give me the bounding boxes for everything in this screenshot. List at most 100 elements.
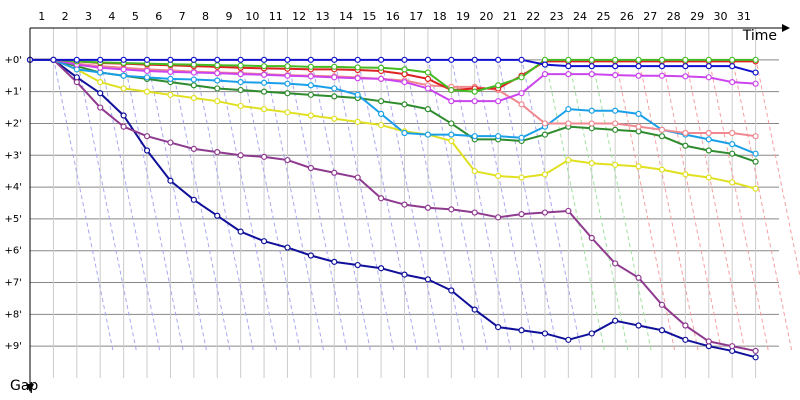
plot bbox=[26, 56, 759, 361]
point bbox=[448, 131, 455, 138]
x-tick-label: 20 bbox=[479, 10, 493, 23]
point bbox=[541, 131, 549, 138]
point bbox=[424, 75, 432, 83]
point bbox=[635, 63, 642, 70]
point bbox=[752, 185, 759, 192]
point bbox=[612, 120, 619, 127]
point bbox=[190, 56, 197, 63]
point bbox=[237, 56, 244, 63]
point bbox=[635, 163, 642, 170]
point bbox=[307, 112, 314, 119]
point bbox=[260, 238, 268, 245]
point bbox=[705, 56, 712, 63]
point bbox=[214, 85, 221, 92]
point bbox=[260, 71, 268, 78]
lap-guide bbox=[286, 57, 348, 354]
point bbox=[214, 98, 221, 105]
point bbox=[143, 133, 151, 140]
point bbox=[682, 129, 689, 137]
point bbox=[752, 56, 759, 63]
point bbox=[729, 63, 736, 70]
point bbox=[260, 153, 268, 160]
point bbox=[495, 323, 502, 331]
point bbox=[331, 115, 338, 122]
point bbox=[682, 73, 689, 80]
point bbox=[284, 72, 291, 79]
point bbox=[167, 75, 174, 83]
point bbox=[495, 82, 502, 89]
point bbox=[120, 112, 127, 119]
point bbox=[73, 56, 80, 63]
point bbox=[307, 73, 314, 80]
y-axis-label: Gap bbox=[10, 378, 38, 394]
point bbox=[120, 56, 127, 63]
point bbox=[518, 211, 525, 218]
point bbox=[424, 131, 432, 138]
series-line bbox=[30, 58, 756, 155]
point bbox=[705, 129, 712, 137]
point bbox=[541, 171, 549, 178]
point bbox=[588, 330, 595, 337]
lap-guide bbox=[755, 57, 800, 279]
point bbox=[705, 338, 712, 345]
lap-guide bbox=[76, 57, 138, 354]
point bbox=[682, 171, 689, 178]
point bbox=[97, 104, 104, 111]
lap-guide bbox=[357, 57, 419, 354]
x-tick-label: 7 bbox=[179, 10, 186, 23]
point bbox=[377, 265, 385, 272]
point bbox=[471, 133, 478, 140]
x-tick-label: 1 bbox=[38, 10, 45, 23]
point bbox=[354, 64, 361, 71]
point bbox=[565, 63, 572, 70]
lap-guides bbox=[52, 57, 800, 354]
point bbox=[635, 110, 642, 118]
point bbox=[143, 74, 151, 81]
point bbox=[518, 327, 525, 334]
point bbox=[729, 179, 736, 186]
x-arrow bbox=[782, 24, 790, 32]
point bbox=[424, 69, 432, 76]
y-tick-label: +8' bbox=[5, 309, 23, 320]
point bbox=[682, 63, 689, 70]
point bbox=[612, 260, 619, 267]
point bbox=[541, 61, 549, 68]
point bbox=[260, 88, 268, 95]
point bbox=[237, 78, 244, 86]
lap-guide bbox=[684, 57, 746, 354]
point bbox=[588, 107, 595, 114]
y-tick-label: +5' bbox=[5, 214, 23, 225]
x-tick-label: 3 bbox=[85, 10, 92, 23]
point bbox=[635, 322, 642, 329]
point bbox=[752, 133, 759, 140]
x-tick-label: 13 bbox=[316, 10, 330, 23]
lap-guide bbox=[193, 57, 255, 354]
lap-guide bbox=[614, 57, 676, 354]
point bbox=[401, 271, 408, 278]
lap-guide bbox=[52, 57, 114, 354]
series-line bbox=[30, 58, 756, 103]
point bbox=[120, 85, 127, 92]
point bbox=[354, 75, 361, 82]
point bbox=[424, 204, 432, 211]
grid: +0'+1'+2'+3'+4'+5'+6'+7'+8'+9'1 2 3 4 5 6 7 8 9 1… bbox=[5, 10, 779, 378]
point bbox=[214, 212, 221, 219]
point bbox=[541, 71, 549, 78]
point bbox=[682, 322, 689, 329]
lap-guide bbox=[216, 57, 278, 354]
point bbox=[377, 98, 385, 105]
point bbox=[237, 228, 244, 235]
point bbox=[752, 69, 759, 76]
point bbox=[705, 147, 712, 154]
point bbox=[237, 102, 244, 110]
point bbox=[307, 82, 314, 89]
lap-guide bbox=[708, 57, 770, 354]
point bbox=[471, 168, 478, 175]
point bbox=[705, 74, 712, 81]
point bbox=[307, 56, 314, 63]
point bbox=[705, 174, 712, 181]
x-tick-label: 24 bbox=[573, 10, 587, 23]
x-tick-label: 28 bbox=[667, 10, 681, 23]
point bbox=[612, 317, 619, 324]
